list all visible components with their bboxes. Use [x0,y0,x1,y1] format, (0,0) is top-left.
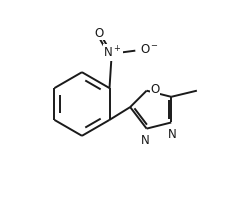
Text: O$^-$: O$^-$ [140,43,159,56]
Text: O: O [150,83,160,96]
Text: O: O [95,27,104,40]
Text: N: N [168,128,177,141]
Text: N$^+$: N$^+$ [104,45,122,60]
Text: N: N [141,134,150,147]
